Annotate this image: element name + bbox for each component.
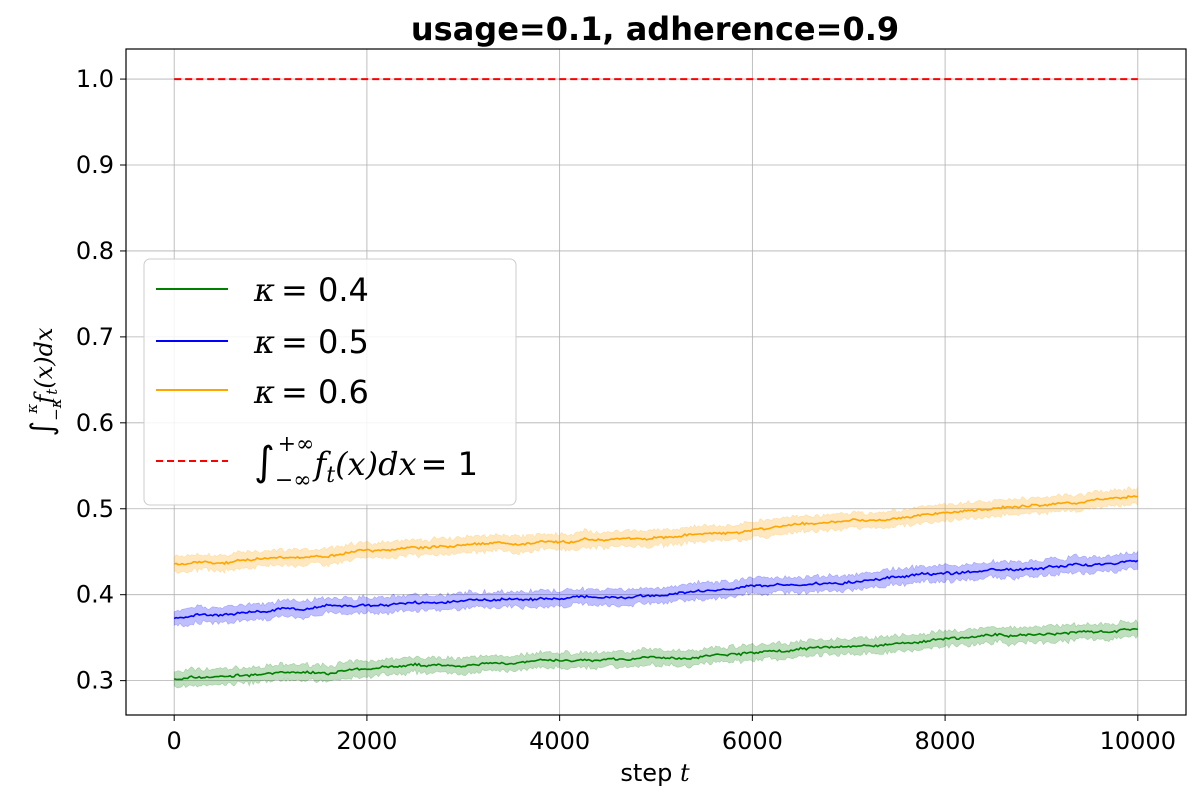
chart-title: usage=0.1, adherence=0.9 [411, 10, 899, 48]
legend-item: κ = 0.4 [156, 271, 369, 309]
series-line-0 [173, 627, 1138, 681]
series-band-0 [173, 619, 1139, 689]
legend-box [143, 258, 517, 506]
y-tick-label: 0.7 [76, 323, 114, 351]
legend-label: κ = 0.4 [253, 271, 369, 309]
legend-item: κ = 0.6 [156, 373, 369, 411]
legend-label: κ = 0.6 [253, 373, 369, 411]
y-tick-label: 1.0 [76, 65, 114, 93]
y-tick-label: 0.5 [76, 495, 114, 523]
x-tick-label: 6000 [722, 727, 783, 755]
x-axis-label-variable: t [680, 759, 690, 787]
y-tick-label: 0.3 [76, 667, 114, 695]
y-axis-ticks: 0.3 0.4 0.5 0.6 0.7 0.8 0.9 1.0 [76, 65, 126, 695]
confidence-bands [173, 486, 1139, 689]
series-line-1 [173, 559, 1139, 620]
grid-lines [126, 49, 1186, 715]
series-lines [173, 78, 1139, 681]
legend-label: κ = 0.5 [253, 323, 369, 361]
x-tick-label: 2000 [336, 727, 397, 755]
x-tick-label: 4000 [529, 727, 590, 755]
legend-item: κ = 0.5 [156, 323, 369, 361]
y-tick-label: 0.9 [76, 151, 114, 179]
y-tick-label: 0.4 [76, 581, 114, 609]
plot-frame [125, 48, 1187, 716]
y-tick-label: 0.8 [76, 237, 114, 265]
x-tick-label: 10000 [1100, 727, 1176, 755]
y-tick-label: 0.6 [76, 409, 114, 437]
x-tick-label: 0 [167, 727, 182, 755]
series-band-2 [173, 486, 1139, 575]
series-band-1 [173, 550, 1139, 628]
series-line-2 [173, 495, 1138, 566]
x-axis-ticks: 0 2000 4000 6000 8000 10000 [167, 715, 1176, 755]
svg-text:∫−κκft(x)dx: ∫−κκft(x)dx [23, 327, 65, 436]
x-axis-label: step t [620, 759, 690, 787]
x-tick-label: 8000 [915, 727, 976, 755]
x-axis-label-text: step [620, 759, 672, 787]
legend: κ = 0.4 κ = 0.5 κ = 0.6 ∫−∞+∞ft(x)dx = 1 [143, 258, 517, 506]
y-axis-label: ∫−κκft(x)dx [23, 327, 65, 436]
